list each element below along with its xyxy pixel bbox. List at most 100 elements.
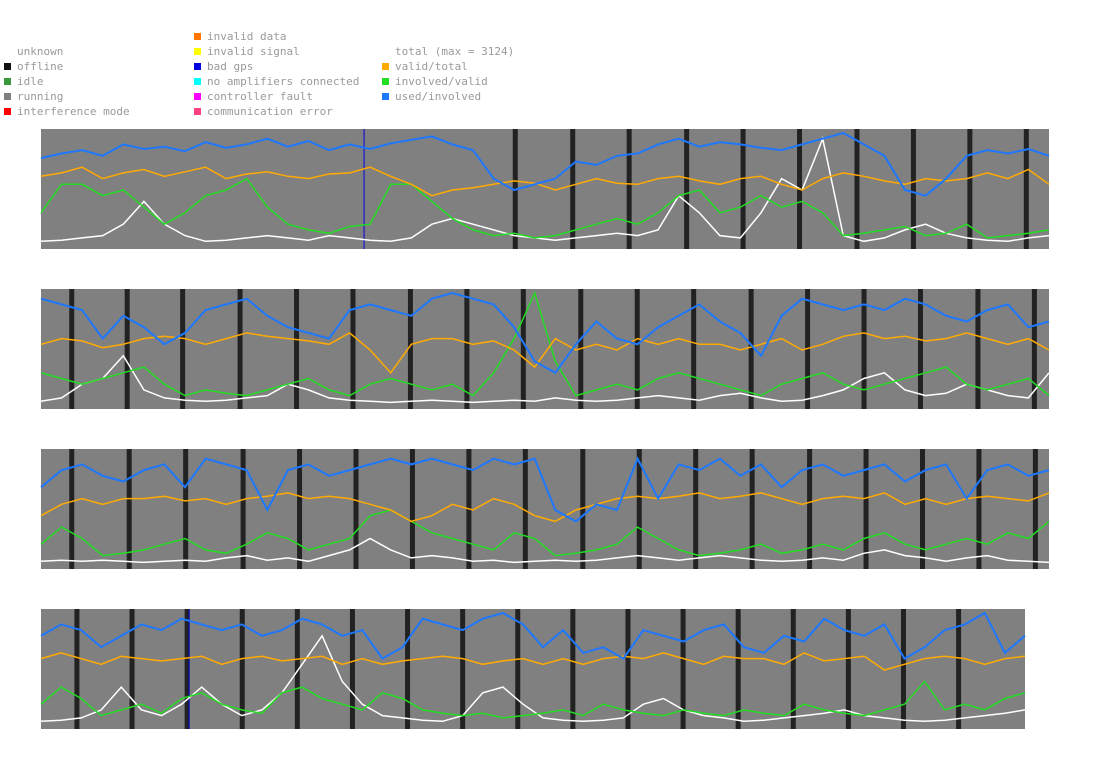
- legend-label: invalid data: [207, 30, 287, 43]
- offline-mark: [861, 289, 867, 409]
- offline-mark: [126, 449, 132, 569]
- offline-mark: [807, 449, 813, 569]
- offline-mark: [180, 289, 186, 409]
- legend-label: communication error: [207, 105, 333, 118]
- series-line-involved-valid: [40, 177, 1050, 239]
- legend-item: used/involved: [382, 89, 514, 104]
- legend-label: total (max = 3124): [395, 45, 515, 58]
- offline-mark: [693, 449, 699, 569]
- legend-label: used/involved: [395, 90, 482, 103]
- strip-background-running: [41, 449, 1049, 569]
- offline-mark: [900, 609, 906, 729]
- offline-mark: [691, 289, 697, 409]
- legend-item: no amplifiers connected: [194, 74, 359, 89]
- legend-item: interference mode: [4, 104, 130, 119]
- strip-3: [40, 449, 1050, 569]
- legend-swatch: [382, 63, 389, 70]
- series-line-valid-total: [40, 652, 1026, 671]
- legend-swatch: [194, 93, 201, 100]
- legend-errors: invalid data invalid signal bad gps no ampl…: [194, 29, 359, 119]
- offline-mark: [684, 129, 690, 249]
- offline-mark: [294, 289, 300, 409]
- offline-mark: [124, 289, 130, 409]
- legend-swatch: [4, 108, 11, 115]
- legend-label: running: [17, 90, 64, 103]
- strip-background-running: [41, 609, 1025, 729]
- offline-mark: [1031, 289, 1037, 409]
- offline-mark: [570, 609, 576, 729]
- series-line-used-involved: [40, 456, 1050, 523]
- offline-mark: [349, 609, 355, 729]
- offline-mark: [967, 129, 973, 249]
- legend-label: no amplifiers connected: [207, 75, 360, 88]
- offline-mark: [580, 449, 586, 569]
- legend-item: controller fault: [194, 89, 359, 104]
- offline-mark: [854, 129, 860, 249]
- offline-mark: [910, 129, 916, 249]
- legend-swatch: [194, 63, 201, 70]
- legend-label: unknown: [17, 45, 64, 58]
- strip-1: [40, 129, 1050, 249]
- legend-item: idle: [4, 74, 130, 89]
- legend-item: offline: [4, 59, 130, 74]
- offline-mark: [520, 289, 526, 409]
- legend-swatch: [4, 78, 11, 85]
- legend-item: unknown: [4, 44, 130, 59]
- legend-item: involved/valid: [382, 74, 514, 89]
- offline-mark: [515, 609, 521, 729]
- legend-label: offline: [17, 60, 64, 73]
- offline-mark: [294, 609, 300, 729]
- strip-2: [40, 289, 1050, 409]
- offline-mark: [522, 449, 528, 569]
- legend-swatch: [382, 93, 389, 100]
- offline-mark: [239, 609, 245, 729]
- offline-mark: [405, 609, 411, 729]
- series-line-valid-total: [40, 492, 1050, 523]
- offline-mark: [626, 129, 632, 249]
- series-line-used-involved: [40, 611, 1026, 660]
- legend-item: communication error: [194, 104, 359, 119]
- offline-mark: [1023, 129, 1029, 249]
- offline-mark: [129, 609, 135, 729]
- offline-mark: [74, 609, 80, 729]
- series-line-total: [40, 136, 1050, 243]
- legend-swatch: [382, 78, 389, 85]
- legend-swatch: [194, 33, 201, 40]
- offline-mark: [1032, 449, 1038, 569]
- strip-4: [40, 609, 1026, 729]
- offline-mark: [919, 449, 925, 569]
- offline-mark: [634, 289, 640, 409]
- offline-mark: [409, 449, 415, 569]
- legend-label: invalid signal: [207, 45, 300, 58]
- series-line-used-involved: [40, 291, 1050, 375]
- series-line-involved-valid: [40, 290, 1050, 397]
- offline-mark: [353, 449, 359, 569]
- offline-mark: [184, 609, 190, 729]
- offline-mark: [237, 289, 243, 409]
- legend-label: involved/valid: [395, 75, 488, 88]
- offline-mark: [350, 289, 356, 409]
- offline-mark: [636, 449, 642, 569]
- strip-background-running: [41, 129, 1049, 249]
- offline-mark: [735, 609, 741, 729]
- series-line-involved-valid: [40, 509, 1050, 557]
- series-line-total: [40, 537, 1050, 564]
- legend-label: controller fault: [207, 90, 313, 103]
- offline-mark: [464, 289, 470, 409]
- offline-mark: [69, 449, 75, 569]
- legend-label: interference mode: [17, 105, 130, 118]
- legend-label: valid/total: [395, 60, 468, 73]
- offline-mark: [407, 289, 413, 409]
- offline-mark: [740, 129, 746, 249]
- series-line-valid-total: [40, 331, 1050, 374]
- series-line-valid-total: [40, 166, 1050, 197]
- offline-mark: [976, 449, 982, 569]
- offline-mark: [570, 129, 576, 249]
- legend-metrics: total (max = 3124) valid/total involved/va…: [382, 44, 514, 104]
- legend-status: unknown offline idle running interference mo…: [4, 44, 130, 119]
- offline-mark: [845, 609, 851, 729]
- offline-mark: [749, 449, 755, 569]
- legend-swatch: [194, 108, 201, 115]
- offline-mark: [956, 609, 962, 729]
- bad-gps-mark: [188, 609, 190, 729]
